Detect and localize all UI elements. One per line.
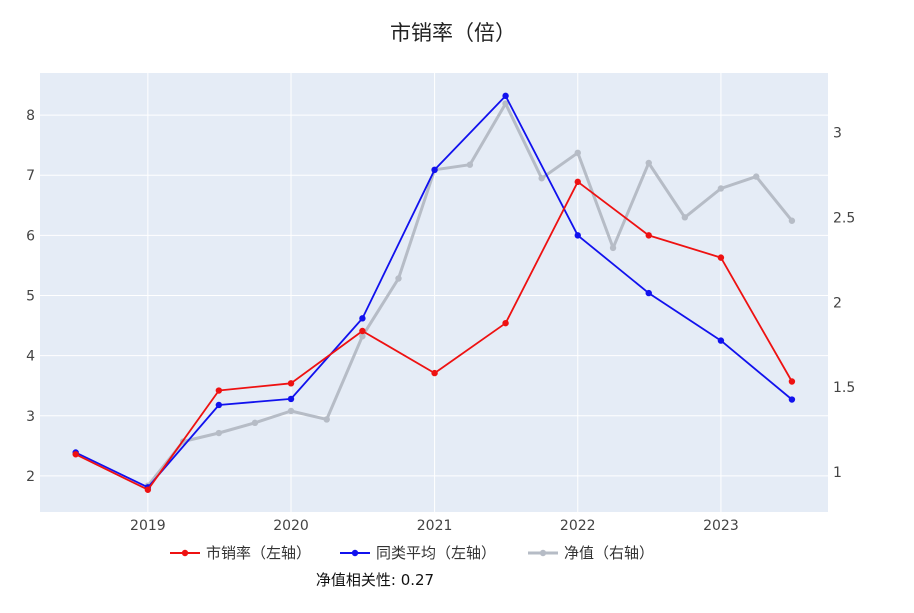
legend-swatch-marker [181,549,189,557]
y-left-tick-label: 4 [26,349,35,365]
x-tick-label: 2020 [273,518,309,534]
x-tick-label: 2022 [560,518,596,534]
data-point [359,315,366,322]
legend-item-3: 净值（右轴） [528,544,654,562]
data-point [574,149,581,157]
chart-title: 市销率（倍） [390,21,516,45]
legend-swatch-marker [351,549,359,557]
y-left-tick-label: 7 [26,168,35,184]
data-point [251,419,259,427]
data-point [431,166,438,174]
data-point [215,429,223,437]
data-point [287,395,295,403]
data-point [287,407,295,415]
correlation-note: 净值相关性: 0.27 [316,571,434,589]
y-left-tick-label: 8 [26,108,35,124]
y-right-tick-label: 2.5 [833,210,855,226]
y-left-tick-label: 5 [26,289,35,305]
legend-swatch-marker [539,549,547,557]
data-point [717,254,725,261]
data-point [645,232,652,239]
data-point [788,396,796,403]
data-point [144,486,152,493]
y-right-tick-label: 1.5 [833,380,855,396]
series-3 [144,100,796,489]
data-point [359,327,366,335]
data-point [287,380,295,387]
data-point [788,378,796,385]
data-point [502,100,509,107]
data-point [359,333,366,340]
data-point [538,175,545,182]
data-point [574,178,581,186]
data-point [502,319,509,327]
y-left-tick-label: 2 [26,469,35,485]
x-tick-label: 2021 [417,518,453,534]
legend-item-2: 同类平均（左轴） [340,544,496,562]
plot-area-background [40,73,828,512]
data-point [215,401,223,409]
legend-label: 同类平均（左轴） [376,544,496,562]
data-point [215,387,223,394]
data-point [466,161,474,168]
y-left-tick-label: 6 [26,228,35,244]
x-tick-label: 2019 [130,518,166,534]
legend-label: 市销率（左轴） [206,544,311,562]
x-tick-label: 2023 [703,518,739,534]
data-point [431,369,438,377]
data-point [681,214,689,221]
legend-label: 净值（右轴） [564,544,654,562]
y-left-tick-label: 3 [26,409,35,425]
y-right-tick-label: 1 [833,465,842,481]
legend-item-1: 市销率（左轴） [170,544,311,562]
data-point [502,92,509,100]
data-point [645,289,652,297]
y-right-tick-label: 2 [833,295,842,311]
y-right-tick-label: 3 [833,125,842,141]
data-point [323,416,330,423]
data-point [72,451,79,458]
data-point [717,337,725,344]
data-point [574,232,581,239]
series-lines [72,92,796,493]
data-point [395,275,402,282]
data-point [788,217,796,224]
data-point [753,173,760,180]
data-point [609,244,617,252]
axes: 2 3 4 5 6 7 8 2019 2020 2021 2022 2023 1 1.5 2 2.5 3 [26,108,855,534]
data-point [645,159,652,167]
series-1 [72,178,796,493]
legend: 市销率（左轴） 同类平均（左轴） 净值（右轴） [170,544,654,562]
series-2 [72,92,796,491]
data-point [717,185,725,192]
